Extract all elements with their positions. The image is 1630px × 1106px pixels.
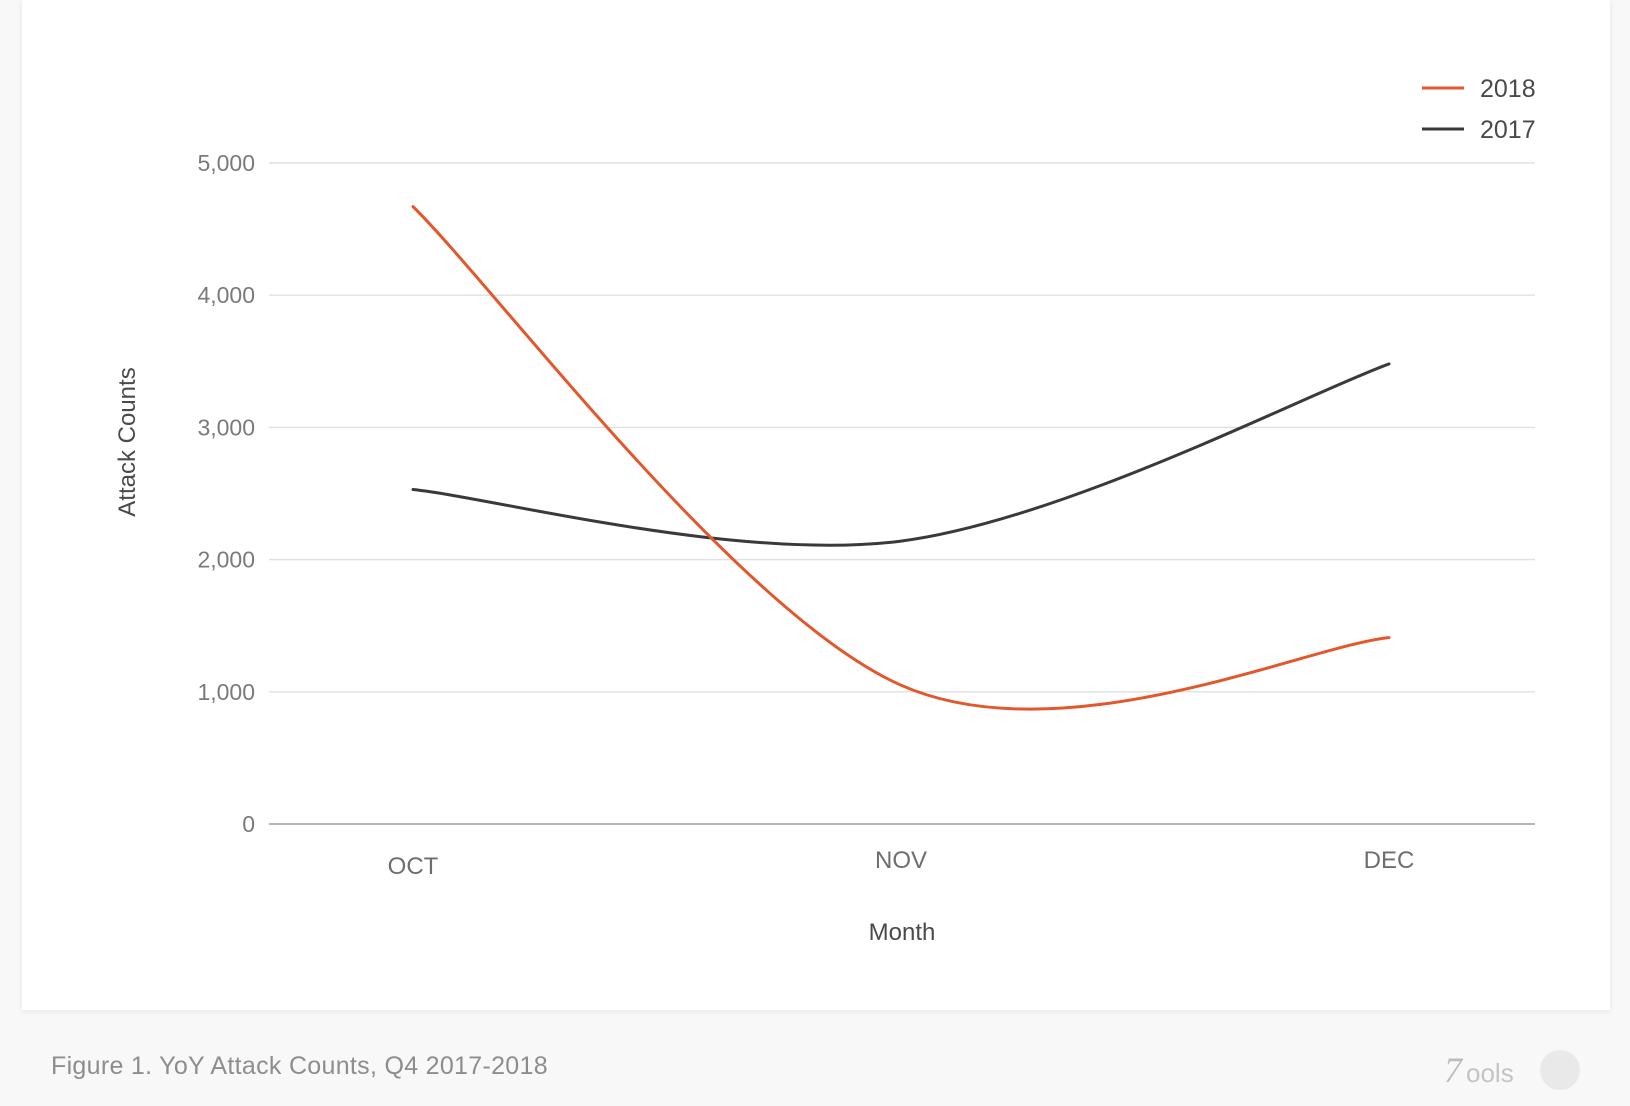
legend-label-2018: 2018	[1480, 75, 1536, 103]
x-tick-labels: OCT NOV DEC	[388, 847, 1415, 880]
gridlines	[269, 162, 1535, 825]
x-tick-label: OCT	[388, 853, 439, 880]
figure-caption: Figure 1. YoY Attack Counts, Q4 2017-201…	[51, 1052, 548, 1080]
y-tick-label: 4,000	[197, 282, 255, 308]
legend-label-2017: 2017	[1480, 116, 1536, 144]
series-lines	[411, 205, 1391, 711]
y-tick-label: 3,000	[197, 414, 255, 440]
y-tick-label: 1,000	[197, 679, 255, 705]
y-axis-title: Attack Counts	[114, 367, 141, 516]
y-tick-label: 2,000	[197, 547, 255, 573]
series-line-2017	[411, 362, 1391, 547]
line-chart: 0 1,000 2,000 3,000 4,000 5,000 OCT NOV DEC 201…	[114, 75, 1536, 946]
chart-card	[22, 0, 1610, 1010]
legend: 2018 2017	[1422, 75, 1536, 144]
y-tick-label: 0	[242, 811, 255, 837]
x-tick-label: DEC	[1364, 847, 1415, 874]
y-tick-labels: 0 1,000 2,000 3,000 4,000 5,000	[197, 150, 255, 837]
watermark-logo: 7 ools	[1444, 1050, 1580, 1090]
series-line-2018	[411, 205, 1391, 711]
y-tick-label: 5,000	[197, 150, 255, 176]
x-axis-title: Month	[869, 919, 936, 946]
svg-text:7: 7	[1444, 1050, 1464, 1090]
x-tick-label: NOV	[875, 847, 927, 874]
svg-text:ools: ools	[1466, 1058, 1514, 1088]
